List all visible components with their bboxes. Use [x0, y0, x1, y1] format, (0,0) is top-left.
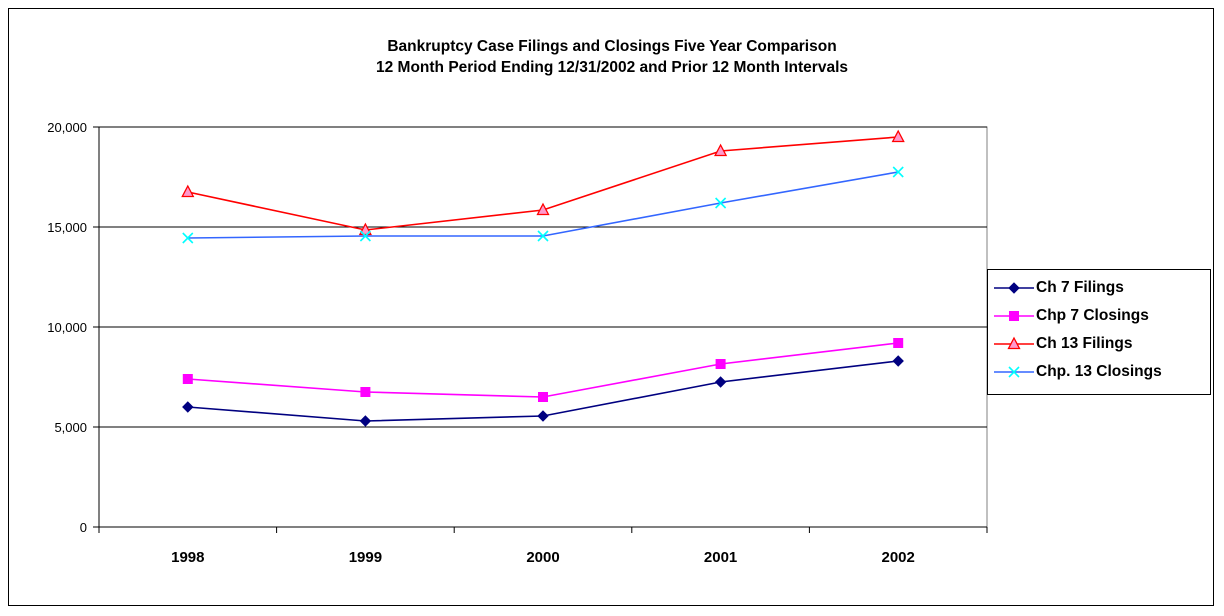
data-point-2 [893, 338, 903, 348]
y-tick-label: 15,000 [47, 220, 87, 235]
legend-swatch [994, 362, 1034, 382]
legend-marker [1009, 311, 1019, 321]
data-point-2 [716, 359, 726, 369]
y-tick-label: 0 [80, 520, 87, 535]
x-tick-label: 2000 [526, 549, 559, 566]
legend-label: Ch 13 Filings [1036, 335, 1132, 353]
data-point-2 [360, 387, 370, 397]
x-tick-label: 2002 [882, 549, 915, 566]
series-line-3 [188, 137, 898, 230]
data-point-1 [183, 402, 193, 412]
legend-item: Chp 7 Closings [988, 304, 1210, 328]
legend-label: Ch 7 Filings [1036, 279, 1124, 297]
data-point-3 [182, 186, 193, 197]
legend-swatch [994, 306, 1034, 326]
data-point-1 [893, 356, 903, 366]
legend-swatch [994, 334, 1034, 354]
legend-swatch [994, 278, 1034, 298]
legend-item: Ch 13 Filings [988, 332, 1210, 356]
data-point-1 [538, 411, 548, 421]
y-tick-label: 20,000 [47, 120, 87, 135]
legend-label: Chp. 13 Closings [1036, 363, 1162, 381]
legend-item: Chp. 13 Closings [988, 360, 1210, 384]
data-point-1 [716, 377, 726, 387]
legend-marker [1009, 283, 1019, 293]
data-point-1 [360, 416, 370, 426]
data-point-2 [538, 392, 548, 402]
y-tick-label: 5,000 [54, 420, 87, 435]
x-tick-label: 1999 [349, 549, 382, 566]
legend-item: Ch 7 Filings [988, 276, 1210, 300]
series-line-2 [188, 343, 898, 397]
y-tick-label: 10,000 [47, 320, 87, 335]
data-point-3 [893, 131, 904, 142]
legend-label: Chp 7 Closings [1036, 307, 1149, 325]
data-point-2 [183, 374, 193, 384]
chart-legend: Ch 7 Filings Chp 7 Closings Ch 13 Filings C… [987, 269, 1211, 395]
x-tick-label: 1998 [171, 549, 204, 566]
x-tick-label: 2001 [704, 549, 737, 566]
